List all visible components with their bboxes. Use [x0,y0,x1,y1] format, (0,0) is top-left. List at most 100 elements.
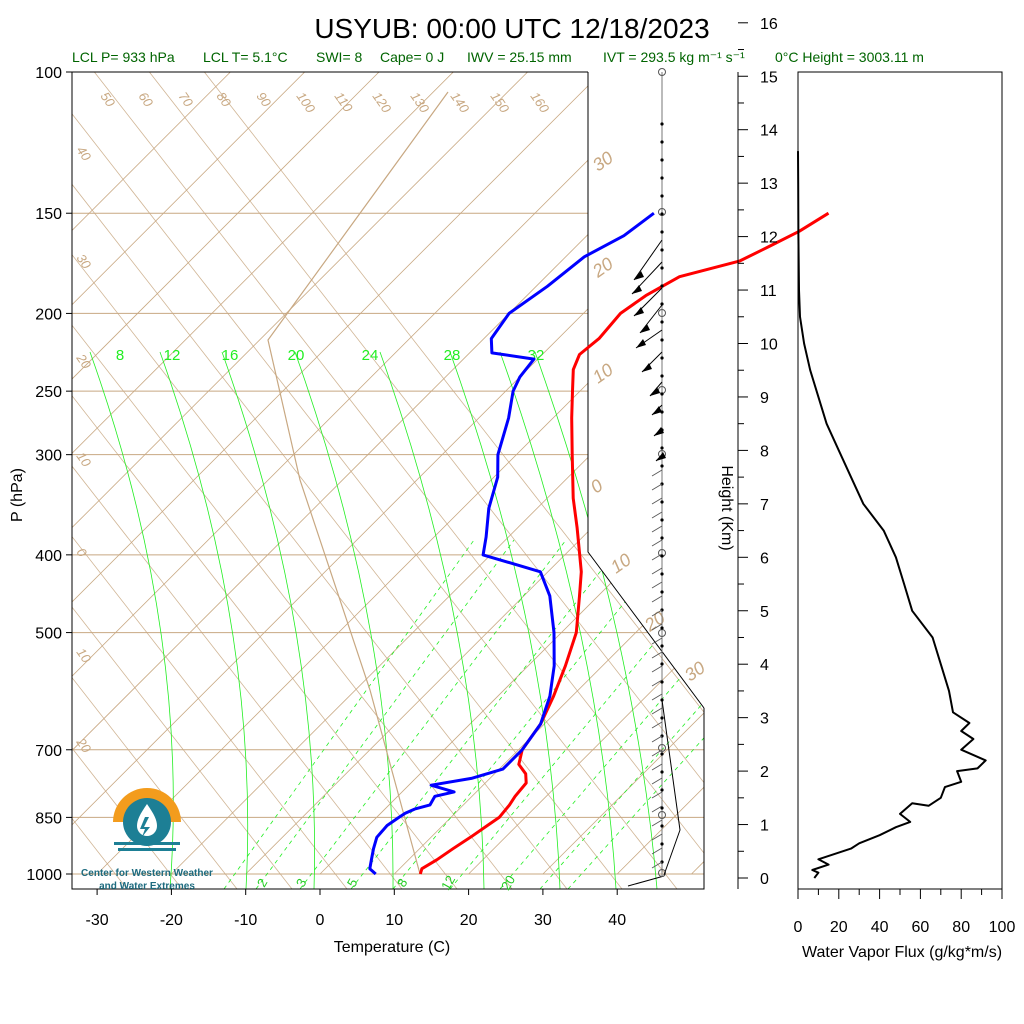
flux-y-label: Height (Km) [718,465,735,550]
height-tick-label: 10 [760,337,778,354]
height-tick-label: 11 [760,283,777,300]
height-tick-label: 7 [760,497,769,514]
flux-tick-label: 40 [871,919,889,936]
wind-level-dot [660,176,664,180]
moist-adiabat-curve [449,351,561,889]
isotherm-top-label: 90 [254,89,275,110]
height-tick-label: 14 [760,123,778,140]
wind-feather [651,749,663,757]
wind-level-dot [660,266,664,270]
wind-pennant [634,271,644,280]
subtitle-swi: SWI= 8 [316,49,363,65]
wind-hodo-line [661,699,681,876]
wind-feather [651,497,663,505]
isotherm-top-label: 60 [136,89,157,110]
wind-level-dot [660,230,664,234]
wind-feather [651,637,663,645]
wind-pennant [640,324,650,333]
logo-line-2: and Water Extremes [99,881,195,892]
skewed-left-label: 30 [74,251,95,272]
wind-feather [651,861,663,869]
mixing-ratio-bottom-label: 12 [438,873,458,893]
wind-level-dot [660,500,664,504]
temperature-tick-label: 20 [460,912,478,929]
wind-pennant [650,387,660,396]
mixing-ratio-line [255,539,515,889]
wind-feather [651,623,663,631]
wind-pennant [634,307,644,316]
dry-adiabat-line [72,113,678,889]
flux-tick-label: 80 [952,919,970,936]
wind-level-dot [660,374,664,378]
wind-pennant [654,427,664,436]
wind-feather [651,525,663,533]
height-tick-label: 6 [760,550,769,567]
wind-calm-circle [658,869,666,877]
isotherm-line [468,638,704,875]
wind-level-dot [660,248,664,252]
pressure-tick-label: 700 [35,743,62,760]
wind-pennant [642,363,652,372]
wind-feather [651,777,663,785]
subtitle-lcl-p: LCL P= 933 hPa [72,49,175,65]
wind-pennant [652,406,662,415]
wind-feather [651,511,663,519]
mixing-ratio-bottom-label: 8 [394,876,411,890]
dry-adiabat-line [72,465,403,889]
logo-line-1: Center for Western Weather [81,868,213,879]
moist-adiabat-curve [221,351,315,889]
isotherm-line [72,72,305,306]
wind-level-dot [660,518,664,522]
wind-feather [651,553,663,561]
wind-pennant [656,452,666,461]
isotherm-top-label: 120 [370,89,395,116]
skewt-mask [588,72,704,708]
wind-level-dot [660,338,664,342]
height-tick-label: 0 [760,871,769,888]
dry-adiabat-line [93,72,704,854]
mixing-ratio-label: 12 [164,347,181,364]
wind-level-dot [660,554,664,558]
wind-level-dot [660,140,664,144]
moist-adiabat-curve [534,351,658,889]
wind-level-dot [660,824,664,828]
height-tick-label: 9 [760,390,769,407]
subtitle-freezing-height: 0°C Height = 3003.11 m [775,49,924,65]
skewed-left-label: 10 [74,449,95,470]
dry-adiabat-line [72,676,238,889]
wind-level-dot [660,752,664,756]
wind-feather [651,805,663,813]
pressure-tick-label: 200 [35,306,62,323]
wind-feather [651,847,663,855]
wind-level-dot [660,770,664,774]
dry-adiabat-line [72,606,293,889]
isotherm-top-label: 110 [332,89,357,115]
subtitle-iwv: IWV = 25.15 mm [467,49,572,65]
skewed-left-label: 10 [74,645,95,666]
pressure-tick-label: 150 [35,206,62,223]
mixing-ratio-line [539,701,704,889]
subtitle-cape: Cape= 0 J [380,49,444,65]
subtitle-ivt: IVT = 293.5 kg m⁻¹ s⁻¹ [603,49,745,65]
wind-calm-circle [658,68,666,76]
dry-adiabat-line [72,395,458,889]
mixing-ratio-label: 28 [444,347,461,364]
wind-pennant [632,285,642,294]
pressure-tick-label: 500 [35,626,62,643]
wind-feather [651,707,663,715]
skewt-y-label: P (hPa) [9,468,26,522]
logo-wave-1 [114,842,180,845]
cw3e-logo: Center for Western Weather and Water Ext… [81,788,213,892]
wind-level-dot [660,842,664,846]
wind-level-dot [660,392,664,396]
moist-adiabat-curve [379,351,485,889]
wind-level-dot [660,662,664,666]
chart-title: USYUB: 00:00 UTC 12/18/2023 [314,13,709,44]
height-tick-label: 4 [760,657,769,674]
wind-pennant [636,339,646,348]
wind-feather [651,735,663,743]
isotherm-line [72,72,454,454]
dewpoint-profile [368,212,655,876]
wind-feather [651,595,663,603]
